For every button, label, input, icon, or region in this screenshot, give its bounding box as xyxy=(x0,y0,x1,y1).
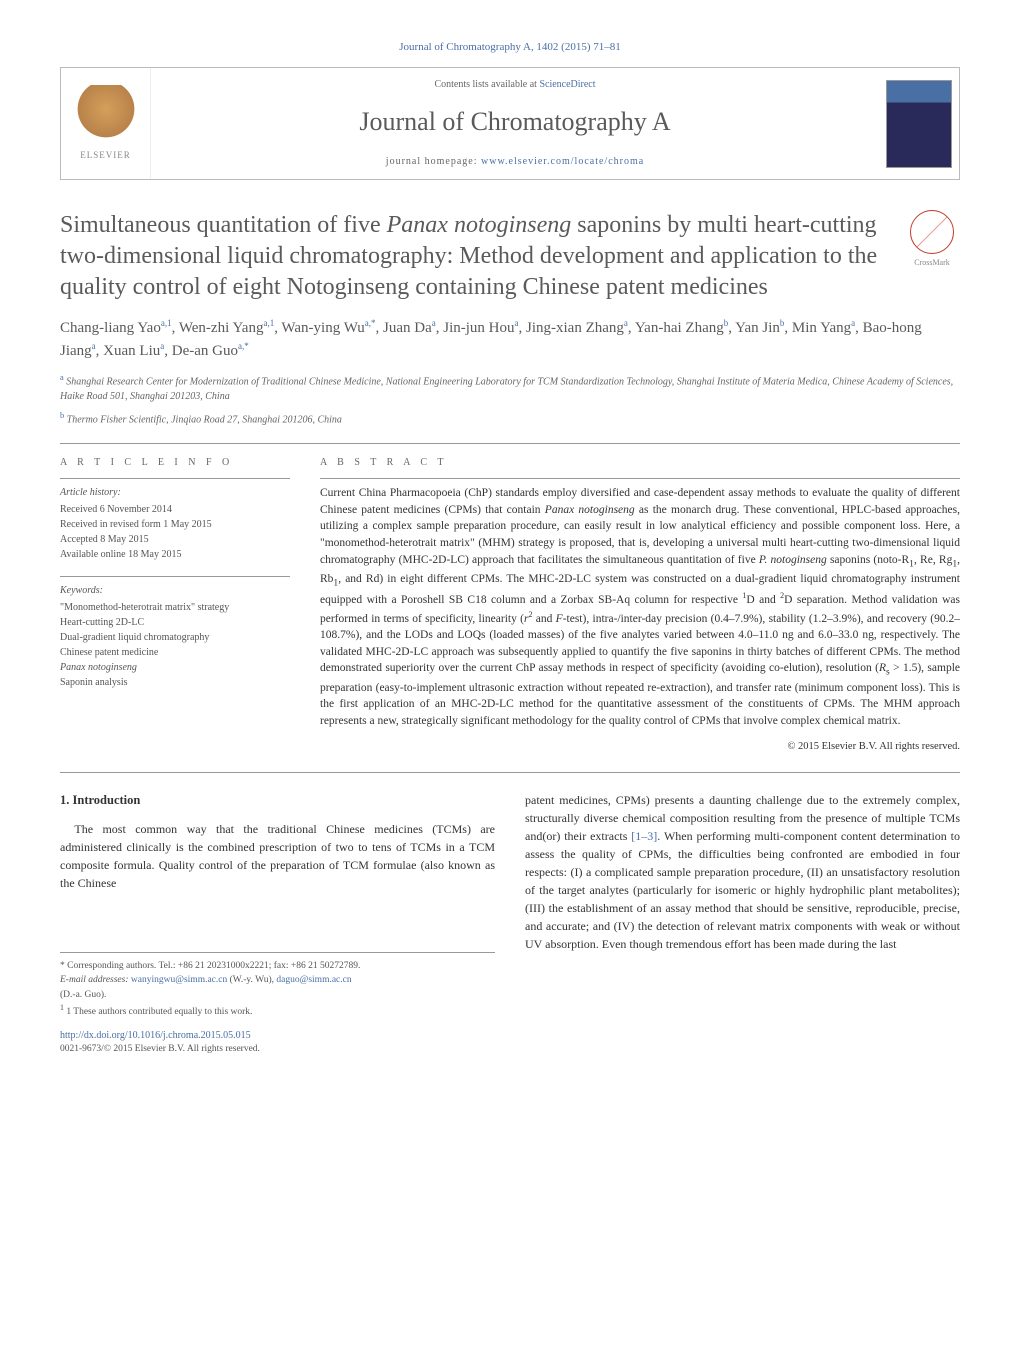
separator xyxy=(60,576,290,577)
issn-copyright: 0021-9673/© 2015 Elsevier B.V. All right… xyxy=(60,1043,960,1056)
journal-header-box: ELSEVIER Contents lists available at Sci… xyxy=(60,67,960,179)
keywords-label: Keywords: xyxy=(60,583,290,598)
sciencedirect-link[interactable]: ScienceDirect xyxy=(539,79,595,90)
crossmark-label: CrossMark xyxy=(914,258,950,267)
history-item: Accepted 8 May 2015 xyxy=(60,532,290,547)
homepage-link[interactable]: www.elsevier.com/locate/chroma xyxy=(481,156,644,167)
abstract-panel: a b s t r a c t Current China Pharmacopo… xyxy=(320,456,960,754)
abstract-text: Current China Pharmacopoeia (ChP) standa… xyxy=(320,485,960,730)
journal-name: Journal of Chromatography A xyxy=(171,104,859,140)
corresponding-note: * Corresponding authors. Tel.: +86 21 20… xyxy=(60,959,495,973)
separator xyxy=(60,443,960,444)
keyword: "Monomethod-heterotrait matrix" strategy xyxy=(60,600,290,615)
body-column-right: patent medicines, CPMs) presents a daunt… xyxy=(525,791,960,1019)
doi-line: http://dx.doi.org/10.1016/j.chroma.2015.… xyxy=(60,1029,960,1043)
journal-reference: Journal of Chromatography A, 1402 (2015)… xyxy=(60,40,960,55)
keyword: Saponin analysis xyxy=(60,675,290,690)
homepage-prefix: journal homepage: xyxy=(386,156,481,167)
homepage-line: journal homepage: www.elsevier.com/locat… xyxy=(171,155,859,169)
email-link[interactable]: wanyingwu@simm.ac.cn xyxy=(131,975,227,985)
doi-link[interactable]: http://dx.doi.org/10.1016/j.chroma.2015.… xyxy=(60,1030,251,1041)
keyword: Heart-cutting 2D-LC xyxy=(60,615,290,630)
separator xyxy=(60,478,290,479)
affiliation-b: b Thermo Fisher Scientific, Jinqiao Road… xyxy=(60,410,960,427)
section-heading: 1. Introduction xyxy=(60,791,495,810)
elsevier-tree-icon xyxy=(76,85,136,145)
separator xyxy=(320,478,960,479)
history-label: Article history: xyxy=(60,485,290,500)
email-who: (D.-a. Guo). xyxy=(60,988,495,1002)
contents-available-line: Contents lists available at ScienceDirec… xyxy=(171,78,859,92)
article-info-heading: a r t i c l e i n f o xyxy=(60,456,290,470)
history-item: Available online 18 May 2015 xyxy=(60,547,290,562)
history-item: Received in revised form 1 May 2015 xyxy=(60,517,290,532)
history-item: Received 6 November 2014 xyxy=(60,502,290,517)
footnotes: * Corresponding authors. Tel.: +86 21 20… xyxy=(60,952,495,1019)
keyword: Chinese patent medicine xyxy=(60,645,290,660)
body-paragraph: The most common way that the traditional… xyxy=(60,820,495,892)
cover-image xyxy=(886,80,952,168)
email-link[interactable]: daguo@simm.ac.cn xyxy=(276,975,351,985)
separator xyxy=(60,772,960,773)
abstract-heading: a b s t r a c t xyxy=(320,456,960,470)
contents-prefix: Contents lists available at xyxy=(434,79,539,90)
keyword: Panax notoginseng xyxy=(60,660,290,675)
body-column-left: 1. Introduction The most common way that… xyxy=(60,791,495,1019)
abstract-copyright: © 2015 Elsevier B.V. All rights reserved… xyxy=(320,740,960,755)
article-info-panel: a r t i c l e i n f o Article history: R… xyxy=(60,456,290,754)
crossmark-icon xyxy=(910,210,954,254)
author-list: Chang-liang Yaoa,1, Wen-zhi Yanga,1, Wan… xyxy=(60,317,960,362)
body-paragraph: patent medicines, CPMs) presents a daunt… xyxy=(525,791,960,953)
equal-contrib-note: 1 1 These authors contributed equally to… xyxy=(60,1002,495,1019)
article-title: Simultaneous quantitation of five Panax … xyxy=(60,210,888,304)
elsevier-logo: ELSEVIER xyxy=(61,68,151,178)
keyword: Dual-gradient liquid chromatography xyxy=(60,630,290,645)
email-line: E-mail addresses: wanyingwu@simm.ac.cn (… xyxy=(60,973,495,987)
publisher-name: ELSEVIER xyxy=(80,149,131,162)
affiliation-a: a Shanghai Research Center for Moderniza… xyxy=(60,372,960,403)
crossmark-badge[interactable]: CrossMark xyxy=(904,210,960,268)
journal-cover-thumb xyxy=(879,68,959,178)
